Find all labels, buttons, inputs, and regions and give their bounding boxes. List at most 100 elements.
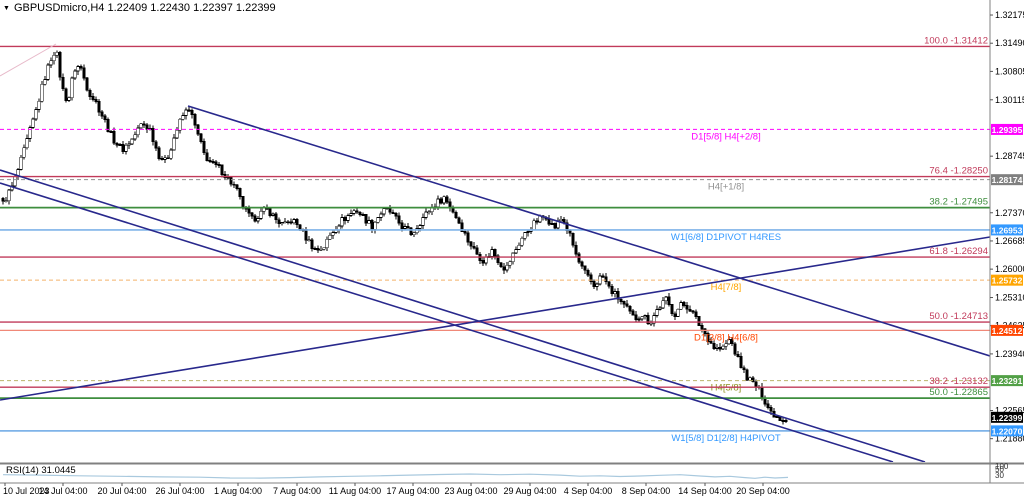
price-tick-label: 1.27370 — [995, 208, 1024, 218]
candle-down — [691, 310, 695, 313]
candle-down — [394, 213, 398, 217]
candle-up — [613, 291, 617, 295]
candle-up — [25, 138, 29, 149]
candle-down — [304, 229, 308, 241]
candle-down — [310, 239, 314, 249]
candle-down — [610, 285, 614, 295]
candle-down — [625, 303, 629, 307]
candle-down — [406, 226, 410, 229]
candle-down — [445, 196, 449, 203]
candle-down — [742, 367, 746, 371]
descending-channel-lower[interactable] — [0, 182, 894, 462]
rsi-scale-label: 50 — [995, 465, 1004, 474]
descending-channel-upper[interactable] — [0, 169, 926, 462]
candle-down — [103, 115, 107, 120]
candle-up — [412, 232, 416, 236]
candle-down — [574, 244, 578, 255]
candle-down — [496, 255, 500, 264]
candle-down — [250, 212, 254, 217]
candle-up — [37, 100, 41, 110]
price-badge-value: 1.23291 — [992, 376, 1023, 386]
candle-up — [55, 51, 59, 56]
price-tick-label: 1.25310 — [995, 293, 1024, 303]
candle-up — [28, 127, 32, 139]
candle-down — [97, 101, 101, 113]
pivot-level-label: H4[+1/8] — [708, 182, 744, 193]
candle-up — [175, 129, 179, 139]
candle-down — [193, 114, 197, 126]
symbol-ohlc-title: GBPUSDmicro,H4 1.22409 1.22430 1.22397 1… — [13, 2, 276, 14]
fib-level-label: 50.0 -1.22865 — [929, 387, 988, 398]
candle-down — [241, 196, 245, 209]
candle-up — [520, 237, 524, 246]
time-tick-label: 1 Aug 04:00 — [214, 486, 262, 496]
candle-down — [208, 160, 212, 162]
time-tick-label: 7 Aug 04:00 — [273, 486, 321, 496]
fib-anchor-diagonal[interactable] — [0, 43, 57, 77]
candle-up — [325, 238, 329, 249]
price-badge-value: 1.25732 — [992, 276, 1023, 286]
candle-down — [238, 188, 242, 197]
candle-down — [145, 124, 149, 130]
time-tick-label: 17 Aug 04:00 — [386, 486, 439, 496]
candle-down — [295, 219, 299, 226]
descending-trendline[interactable] — [187, 105, 990, 357]
time-tick-label: 4 Sep 04:00 — [564, 486, 613, 496]
candle-up — [46, 64, 50, 80]
rsi-indicator-label: RSI(14) 31.0445 — [6, 465, 76, 476]
candle-up — [655, 309, 659, 316]
candle-up — [4, 200, 8, 203]
candle-down — [781, 420, 785, 422]
candle-down — [718, 346, 722, 350]
candle-down — [730, 339, 734, 345]
candle-down — [745, 369, 749, 381]
candle-up — [52, 54, 56, 62]
candle-down — [667, 296, 671, 305]
candle-up — [379, 213, 383, 218]
candle-up — [109, 131, 113, 133]
candle-up — [169, 149, 173, 159]
candle-down — [670, 303, 674, 315]
fib-level-label: 38.2 -1.23132 — [929, 376, 988, 387]
price-tick-label: 1.23940 — [995, 349, 1024, 359]
candle-down — [460, 222, 464, 232]
candle-down — [277, 219, 281, 225]
candle-down — [472, 245, 476, 249]
candle-up — [163, 157, 167, 160]
candle-up — [367, 219, 371, 224]
candle-down — [232, 183, 236, 186]
time-tick-label: 20 Sep 04:00 — [736, 486, 790, 496]
main-pane: 100.0 -1.31412 D1[5/8] H4[+2/8] 76.4 -1.28… — [0, 35, 990, 462]
candle-down — [469, 241, 473, 247]
price-tick-label: 1.26685 — [995, 236, 1024, 246]
price-tick-label: 1.21880 — [995, 434, 1024, 444]
candle-up — [256, 218, 260, 222]
candle-down — [274, 213, 278, 221]
candle-down — [157, 147, 161, 159]
candle-down — [112, 131, 116, 144]
fib-level-label: 50.0 -1.24713 — [929, 311, 988, 322]
candle-down — [706, 333, 710, 342]
candle-down — [235, 184, 239, 189]
candles — [1, 50, 788, 425]
candle-down — [553, 222, 557, 229]
candle-down — [370, 219, 374, 230]
candle-up — [322, 247, 326, 250]
price-badge-value: 1.29395 — [992, 125, 1023, 135]
candle-down — [187, 109, 191, 112]
price-tick-label: 1.22565 — [995, 405, 1024, 415]
window-collapse-icon[interactable]: ▼ — [3, 4, 10, 12]
candle-down — [205, 152, 209, 161]
candle-down — [502, 266, 506, 271]
candle-down — [154, 141, 158, 149]
candle-up — [31, 118, 35, 128]
time-tick-label: 14 Jul 04:00 — [38, 486, 87, 496]
candle-down — [247, 208, 251, 214]
ascending-trendline[interactable] — [0, 236, 990, 401]
candle-up — [67, 97, 71, 101]
candle-down — [166, 157, 170, 160]
candle-up — [748, 377, 752, 381]
candle-down — [1, 198, 5, 202]
candle-up — [181, 114, 185, 120]
